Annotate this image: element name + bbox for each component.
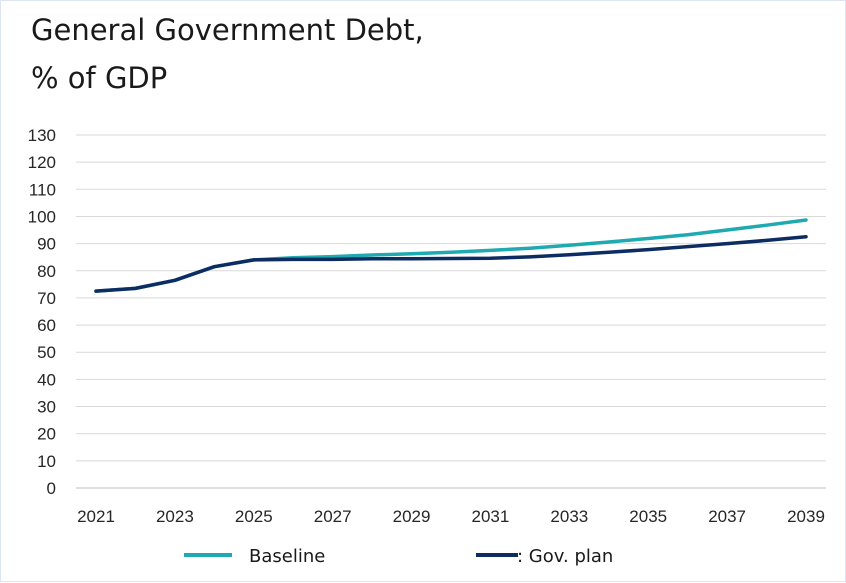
y-axis-tick-labels: 0 10 20 30 40 50 60 70 80 90 100 110 120 130	[28, 126, 56, 498]
x-tick-label: 2031	[472, 507, 510, 526]
y-tick-label: 130	[28, 126, 56, 145]
y-tick-label: 30	[37, 398, 56, 417]
series-line-baseline	[94, 218, 808, 293]
x-tick-label: 2029	[393, 507, 431, 526]
y-tick-label: 120	[28, 153, 56, 172]
y-tick-label: 100	[28, 207, 56, 226]
x-tick-label: 2025	[235, 507, 273, 526]
x-tick-label: 2037	[708, 507, 746, 526]
y-tick-label: 110	[29, 180, 56, 199]
y-tick-label: 0	[47, 479, 56, 498]
x-axis-tick-labels: 2021 2023 2025 2027 2029 2031 2033 2035 2037 2039	[77, 507, 825, 526]
x-tick-label: 2021	[77, 507, 115, 526]
chart-title-line-1: General Government Debt,	[31, 13, 424, 47]
y-tick-label: 90	[37, 235, 56, 254]
x-tick-label: 2039	[787, 507, 825, 526]
y-tick-label: 70	[37, 289, 56, 308]
y-tick-label: 20	[37, 425, 56, 444]
chart-title-line-2: % of GDP	[31, 61, 168, 95]
legend: Baseline : Gov. plan	[184, 546, 613, 567]
legend-label-gov-plan: : Gov. plan	[517, 546, 613, 567]
x-tick-label: 2033	[550, 507, 588, 526]
x-tick-label: 2035	[629, 507, 667, 526]
x-tick-label: 2023	[156, 507, 194, 526]
x-tick-label: 2027	[314, 507, 352, 526]
series-line-gov-plan	[94, 235, 808, 293]
y-tick-label: 80	[37, 262, 56, 281]
legend-label-baseline: Baseline	[249, 546, 325, 567]
y-tick-label: 40	[37, 370, 56, 389]
data-series	[94, 218, 808, 293]
gridlines	[76, 134, 826, 489]
y-tick-label: 50	[37, 343, 56, 362]
y-tick-label: 60	[37, 316, 56, 335]
y-tick-label: 10	[37, 452, 56, 471]
